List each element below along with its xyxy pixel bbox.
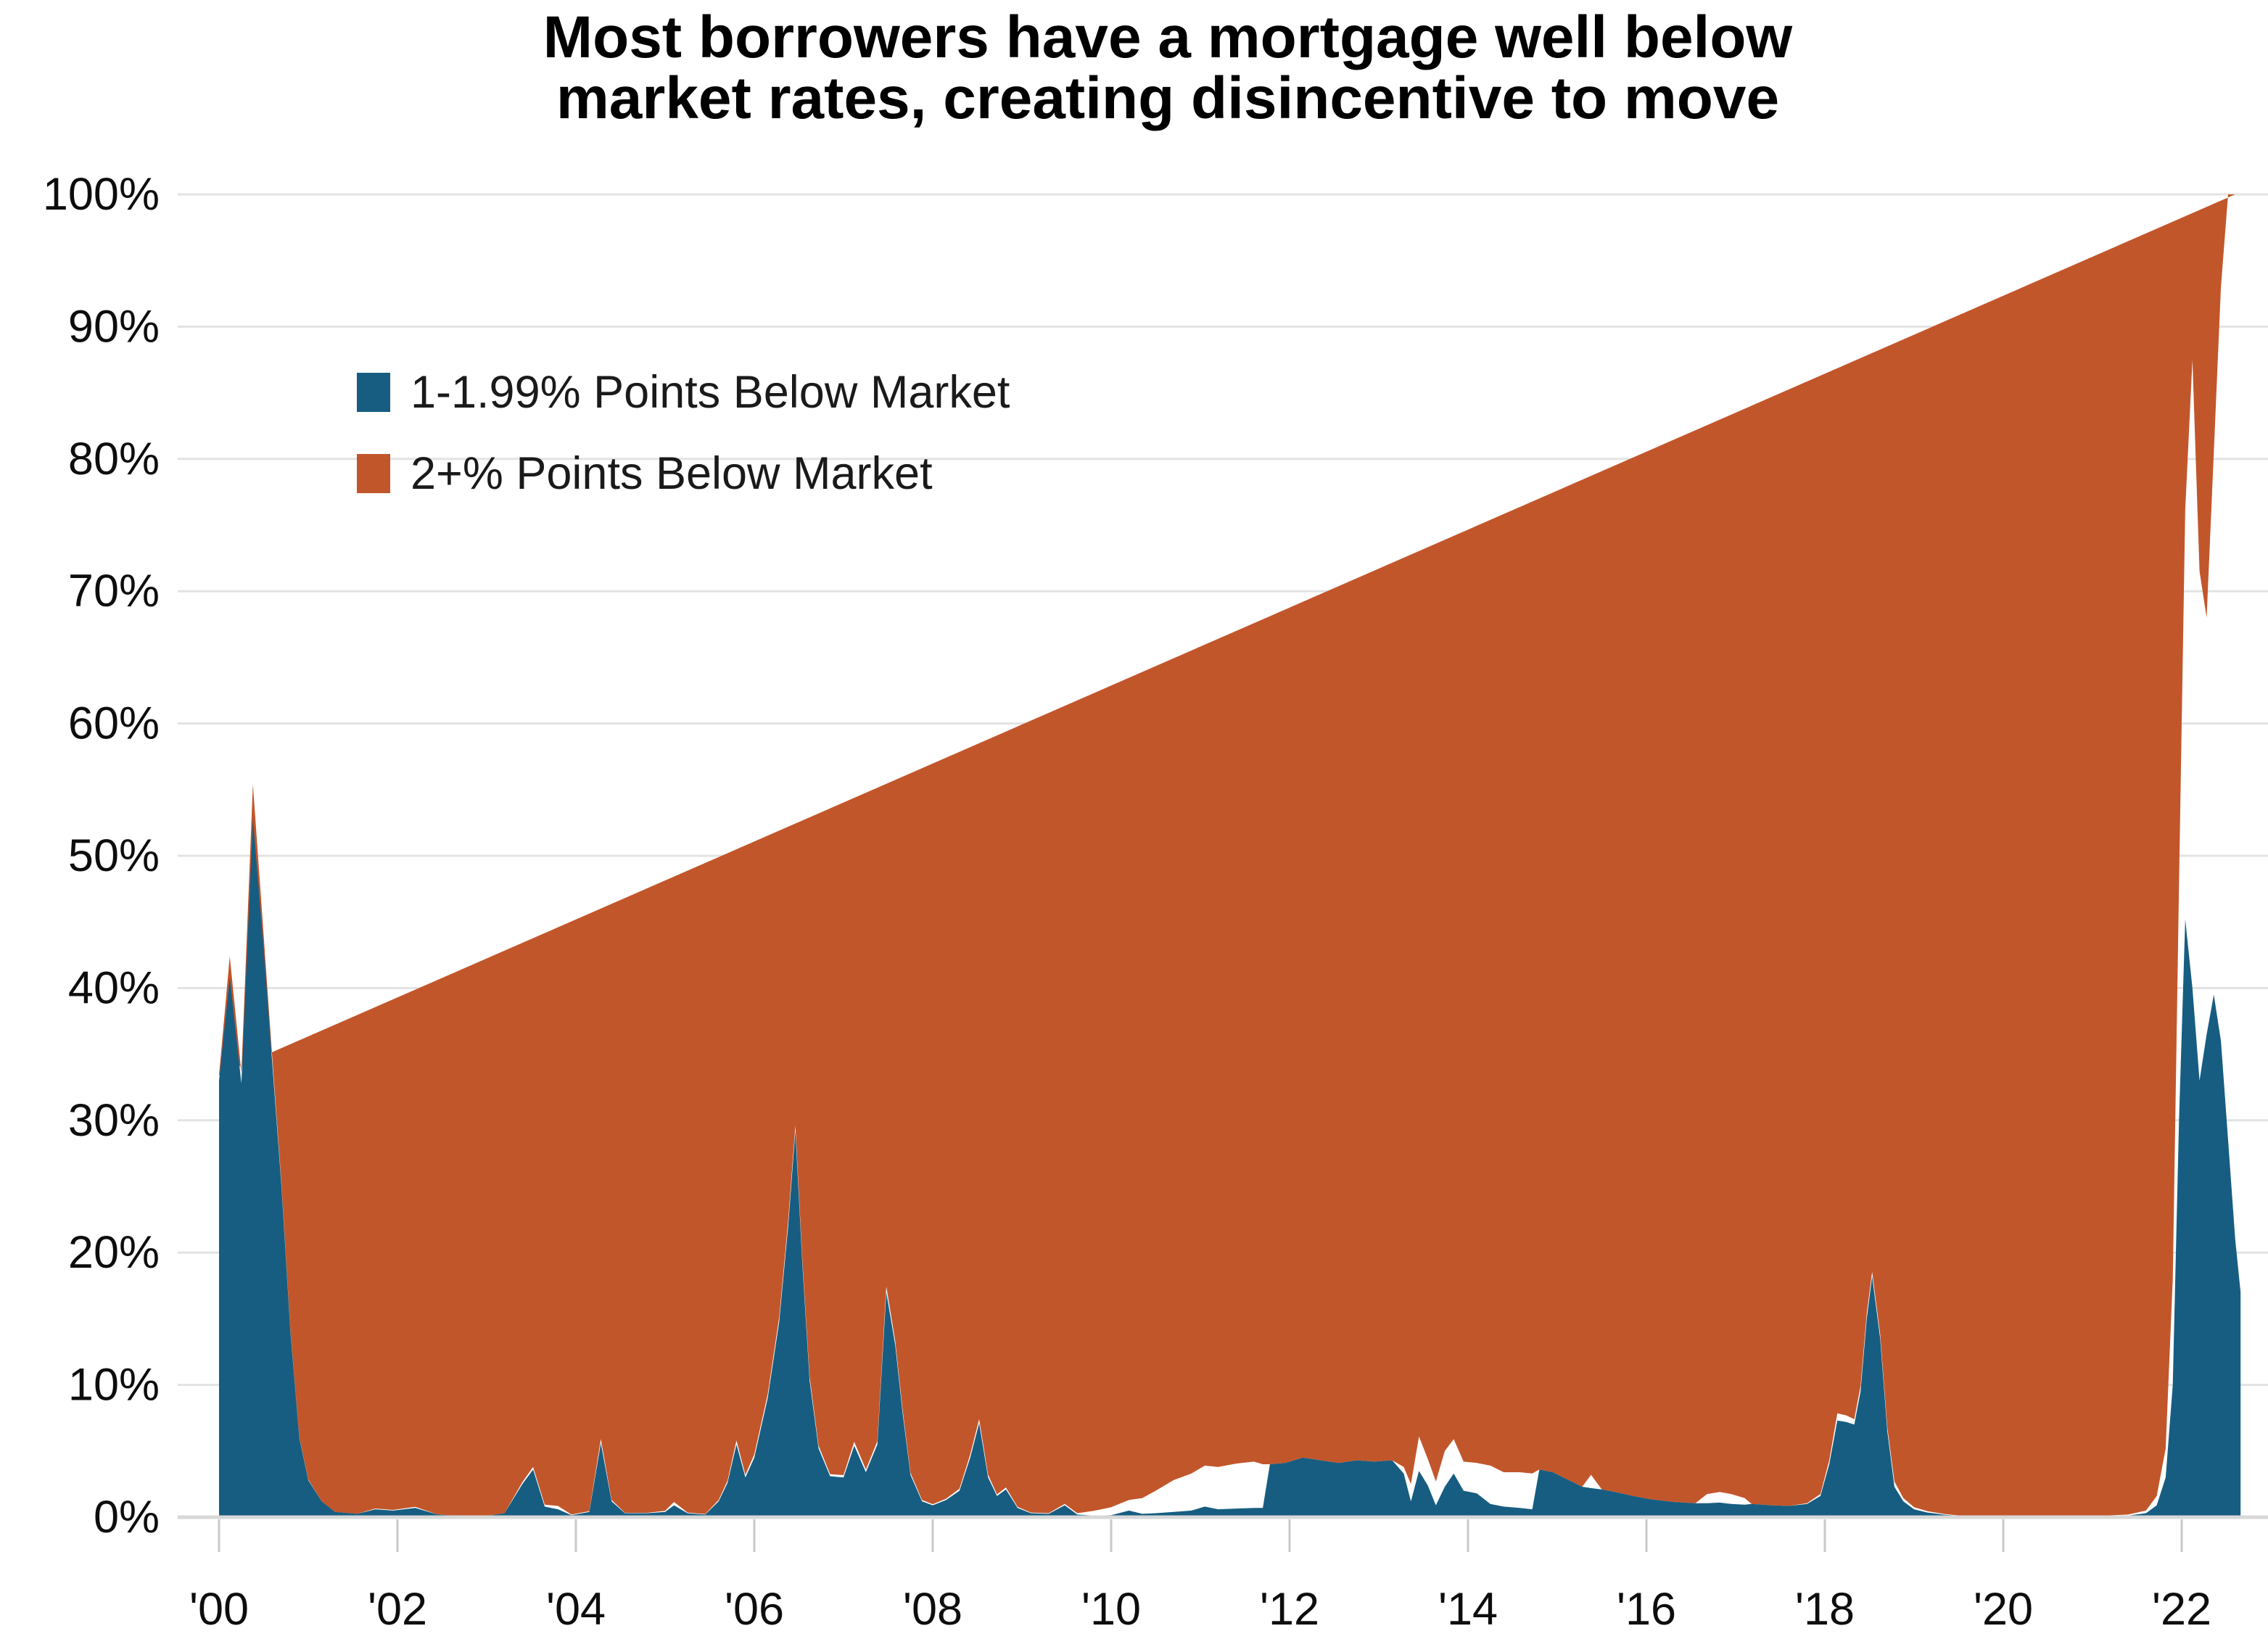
chart-title: Most borrowers have a mortgage well belo… <box>116 7 2219 128</box>
legend-item-orange: 2+% Points Below Market <box>357 447 1010 500</box>
legend-label-orange: 2+% Points Below Market <box>411 448 933 499</box>
y-tick-label: 10% <box>68 1360 160 1411</box>
legend-swatch-blue <box>357 373 390 412</box>
y-tick-label: 20% <box>68 1227 160 1278</box>
x-tick-label: '16 <box>1617 1584 1676 1635</box>
y-tick-label: 80% <box>68 434 160 484</box>
y-tick-label: 100% <box>43 169 160 220</box>
x-tick-label: '22 <box>2152 1584 2211 1635</box>
x-tick-label: '10 <box>1081 1584 1141 1635</box>
y-tick-label: 0% <box>94 1492 160 1543</box>
x-tick-label: '04 <box>546 1584 606 1635</box>
x-tick-label: '18 <box>1795 1584 1855 1635</box>
x-tick-label: '00 <box>189 1584 249 1635</box>
y-tick-label: 30% <box>68 1095 160 1146</box>
y-tick-label: 60% <box>68 698 160 749</box>
chart-title-line1: Most borrowers have a mortgage well belo… <box>543 4 1793 70</box>
y-tick-label: 70% <box>68 566 160 616</box>
legend-item-blue: 1-1.99% Points Below Market <box>357 366 1010 418</box>
y-tick-label: 90% <box>68 301 160 352</box>
x-tick-label: '02 <box>368 1584 427 1635</box>
chart-legend: 1-1.99% Points Below Market 2+% Points B… <box>357 366 1010 500</box>
legend-label-blue: 1-1.99% Points Below Market <box>411 367 1010 418</box>
x-tick-label: '06 <box>725 1584 784 1635</box>
x-tick-label: '08 <box>903 1584 962 1635</box>
x-tick-label: '20 <box>1974 1584 2033 1635</box>
y-tick-label: 50% <box>68 830 160 881</box>
legend-swatch-orange <box>357 454 390 493</box>
y-tick-label: 40% <box>68 962 160 1013</box>
x-tick-label: '14 <box>1438 1584 1498 1635</box>
chart-title-line2: market rates, creating disincentive to m… <box>556 65 1780 131</box>
x-tick-label: '12 <box>1260 1584 1319 1635</box>
series-area-orange <box>219 194 2235 1517</box>
